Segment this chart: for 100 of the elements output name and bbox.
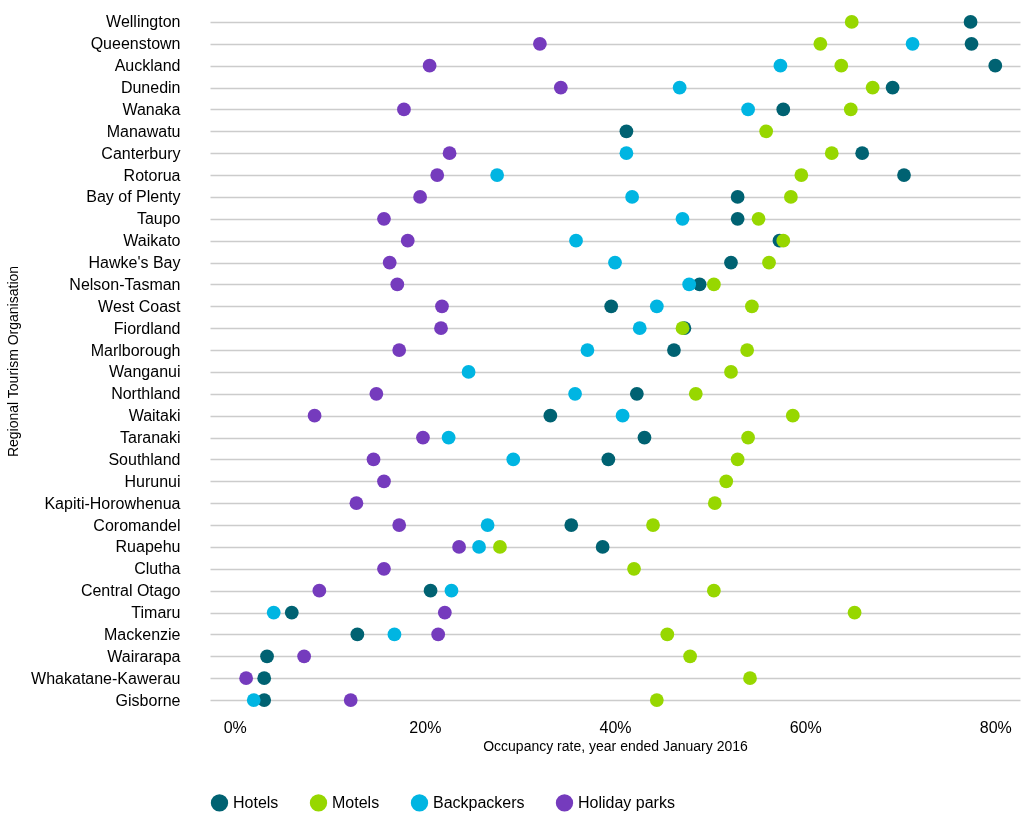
x-tick-label: 0% <box>223 718 247 736</box>
point <box>615 408 630 423</box>
y-tick-label: Rotorua <box>123 166 181 184</box>
point <box>629 386 644 401</box>
y-tick-label: Canterbury <box>101 144 181 162</box>
point <box>865 80 880 95</box>
point <box>452 540 466 554</box>
point <box>580 343 595 357</box>
point <box>724 365 738 379</box>
point <box>608 255 622 270</box>
point <box>751 211 766 226</box>
point <box>988 58 1003 73</box>
y-tick-label: Kapiti-Horowhenua <box>44 494 181 512</box>
y-tick-label: Coromandel <box>93 516 181 534</box>
point <box>442 146 457 161</box>
point <box>568 386 582 401</box>
y-tick-label: Auckland <box>114 57 181 75</box>
point <box>667 343 681 357</box>
y-tick-label: Northland <box>111 385 181 403</box>
point <box>730 211 745 226</box>
y-tick-label: Marlborough <box>90 341 181 359</box>
point <box>392 518 407 532</box>
legend-label: Motels <box>332 793 380 811</box>
point <box>366 452 381 467</box>
x-tick-label: 80% <box>979 718 1012 736</box>
point <box>824 146 839 161</box>
y-tick-label: Central Otago <box>80 582 181 600</box>
point <box>543 408 558 423</box>
point <box>416 430 430 445</box>
point <box>762 255 776 270</box>
x-tick-label: 60% <box>789 718 822 736</box>
point <box>834 58 849 73</box>
point <box>297 649 312 664</box>
point <box>392 343 407 357</box>
point <box>637 430 652 445</box>
y-tick-label: Mackenzie <box>104 625 181 643</box>
point <box>377 474 391 489</box>
point <box>422 58 437 73</box>
point <box>905 36 920 51</box>
point <box>423 583 438 598</box>
point <box>682 277 697 292</box>
point <box>413 190 427 204</box>
y-tick-label: Nelson-Tasman <box>69 275 181 293</box>
point <box>783 190 798 204</box>
point <box>847 605 862 620</box>
y-tick-label: Queenstown <box>90 35 181 53</box>
legend-label: Backpackers <box>433 793 525 811</box>
point <box>672 80 687 95</box>
point <box>632 321 647 336</box>
point <box>625 190 639 204</box>
point <box>719 474 734 489</box>
point <box>843 102 858 117</box>
point <box>660 627 675 642</box>
y-tick-label: Wanaka <box>122 100 181 118</box>
point <box>706 277 721 292</box>
point <box>619 124 634 139</box>
point <box>688 386 703 401</box>
point <box>604 299 619 314</box>
point <box>776 102 791 117</box>
legend-label: Holiday parks <box>578 793 675 811</box>
point <box>785 408 800 423</box>
point <box>963 15 978 29</box>
point <box>741 430 755 445</box>
point <box>284 605 299 620</box>
point <box>266 605 281 620</box>
point <box>312 583 327 598</box>
point <box>349 496 364 511</box>
point <box>595 540 610 554</box>
point <box>553 80 568 95</box>
y-tick-label: Gisborne <box>115 691 181 709</box>
point <box>649 299 664 314</box>
y-tick-label: Dunedin <box>120 79 181 97</box>
point <box>444 583 459 598</box>
point <box>397 102 411 117</box>
point <box>387 627 402 642</box>
point <box>675 211 690 226</box>
point <box>480 518 495 532</box>
point <box>564 518 579 532</box>
y-tick-label: Ruapehu <box>115 538 181 556</box>
point <box>257 671 272 686</box>
point <box>390 277 405 292</box>
y-tick-label: Wellington <box>106 13 181 31</box>
point <box>434 321 448 336</box>
y-tick-label: Bay of Plenty <box>86 188 181 206</box>
point <box>533 36 547 51</box>
point <box>683 649 697 664</box>
point <box>260 649 274 664</box>
point <box>844 15 859 29</box>
point <box>730 190 745 204</box>
point <box>441 430 456 445</box>
point <box>855 146 870 161</box>
point <box>627 561 641 576</box>
x-tick-label: 20% <box>409 718 442 736</box>
y-tick-label: Waitaki <box>128 407 181 425</box>
point <box>569 233 583 248</box>
point <box>400 233 415 248</box>
y-tick-label: West Coast <box>98 297 182 315</box>
point <box>897 168 911 182</box>
y-tick-label: Fiordland <box>113 319 181 337</box>
point <box>437 605 452 620</box>
